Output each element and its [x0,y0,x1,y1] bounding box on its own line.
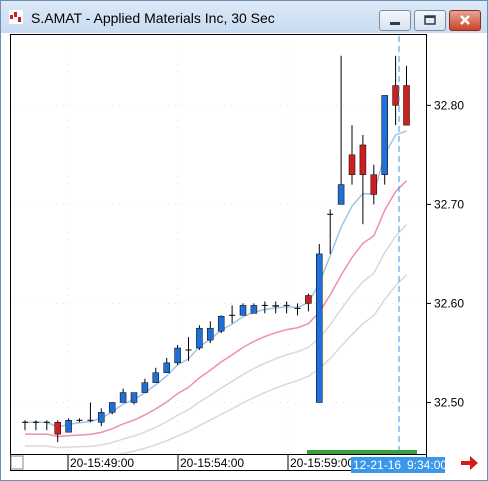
candle-body [65,420,72,433]
x-axis-labels: 20-15:49:00 20-15:54:00 20-15:59:00 [67,455,354,470]
x-tick-label: 20-15:59:00 [290,456,354,470]
close-icon [460,15,470,25]
y-axis-labels: 32.80 32.70 32.60 32.50 [426,98,464,409]
candle-body [272,305,279,307]
y-tick-label: 32.60 [434,296,464,310]
candle-body [98,412,105,423]
candle-body [130,392,138,403]
close-button[interactable] [449,10,481,31]
candle-body [359,144,367,175]
cursor-date: 12-21-16 [353,458,402,472]
chart-area[interactable]: 32.80 32.70 32.60 32.50 20-15:49:00 20-15:54… [10,34,482,472]
cursor-time-box: 12-21-16 9:34:00 [351,457,448,473]
candle-body [337,184,345,205]
scroll-start-box[interactable] [10,455,24,470]
candle-body [163,362,170,374]
candle-body [152,372,160,383]
volume-bar [307,450,417,455]
plot-frame [10,34,427,455]
maximize-icon [424,15,436,25]
candle-body [239,305,247,316]
candle-body [207,327,214,341]
x-tick-label: 20-15:49:00 [70,456,134,470]
chart-app-icon [9,10,23,24]
candle-body [250,305,258,314]
candle-body [305,295,312,304]
minimize-button[interactable] [379,10,411,31]
ma-line-fast [25,130,407,428]
candle-body [370,174,378,195]
candles [22,55,410,443]
window-title: S.AMAT - Applied Materials Inc, 30 Sec [31,10,275,26]
title-bar[interactable]: S.AMAT - Applied Materials Inc, 30 Sec [1,1,487,33]
cursor-time: 9:34:00 [407,458,448,472]
ma-line-medium [25,180,408,438]
candle-body [196,327,203,349]
candle-body [403,85,410,126]
candle-body [316,253,323,403]
x-tick-label: 20-15:54:00 [180,456,244,470]
candle-body [392,85,399,106]
y-tick-label: 32.50 [434,395,464,409]
maximize-button[interactable] [414,10,446,31]
candle-body [348,154,356,175]
ma-line-slow [25,224,408,449]
candle-body [119,392,127,403]
candle-body [108,402,116,413]
candlestick-chart[interactable]: 32.80 32.70 32.60 32.50 20-15:49:00 20-15:54… [10,34,482,472]
y-tick-label: 32.80 [434,98,464,112]
candle-body [217,316,225,332]
candle-body [141,382,149,393]
candle-body [381,95,388,175]
candle-body [54,422,61,435]
minimize-icon [390,22,400,25]
red-arrow-right-icon[interactable] [460,453,480,473]
y-tick-label: 32.70 [434,197,464,211]
candle-body [174,347,181,364]
